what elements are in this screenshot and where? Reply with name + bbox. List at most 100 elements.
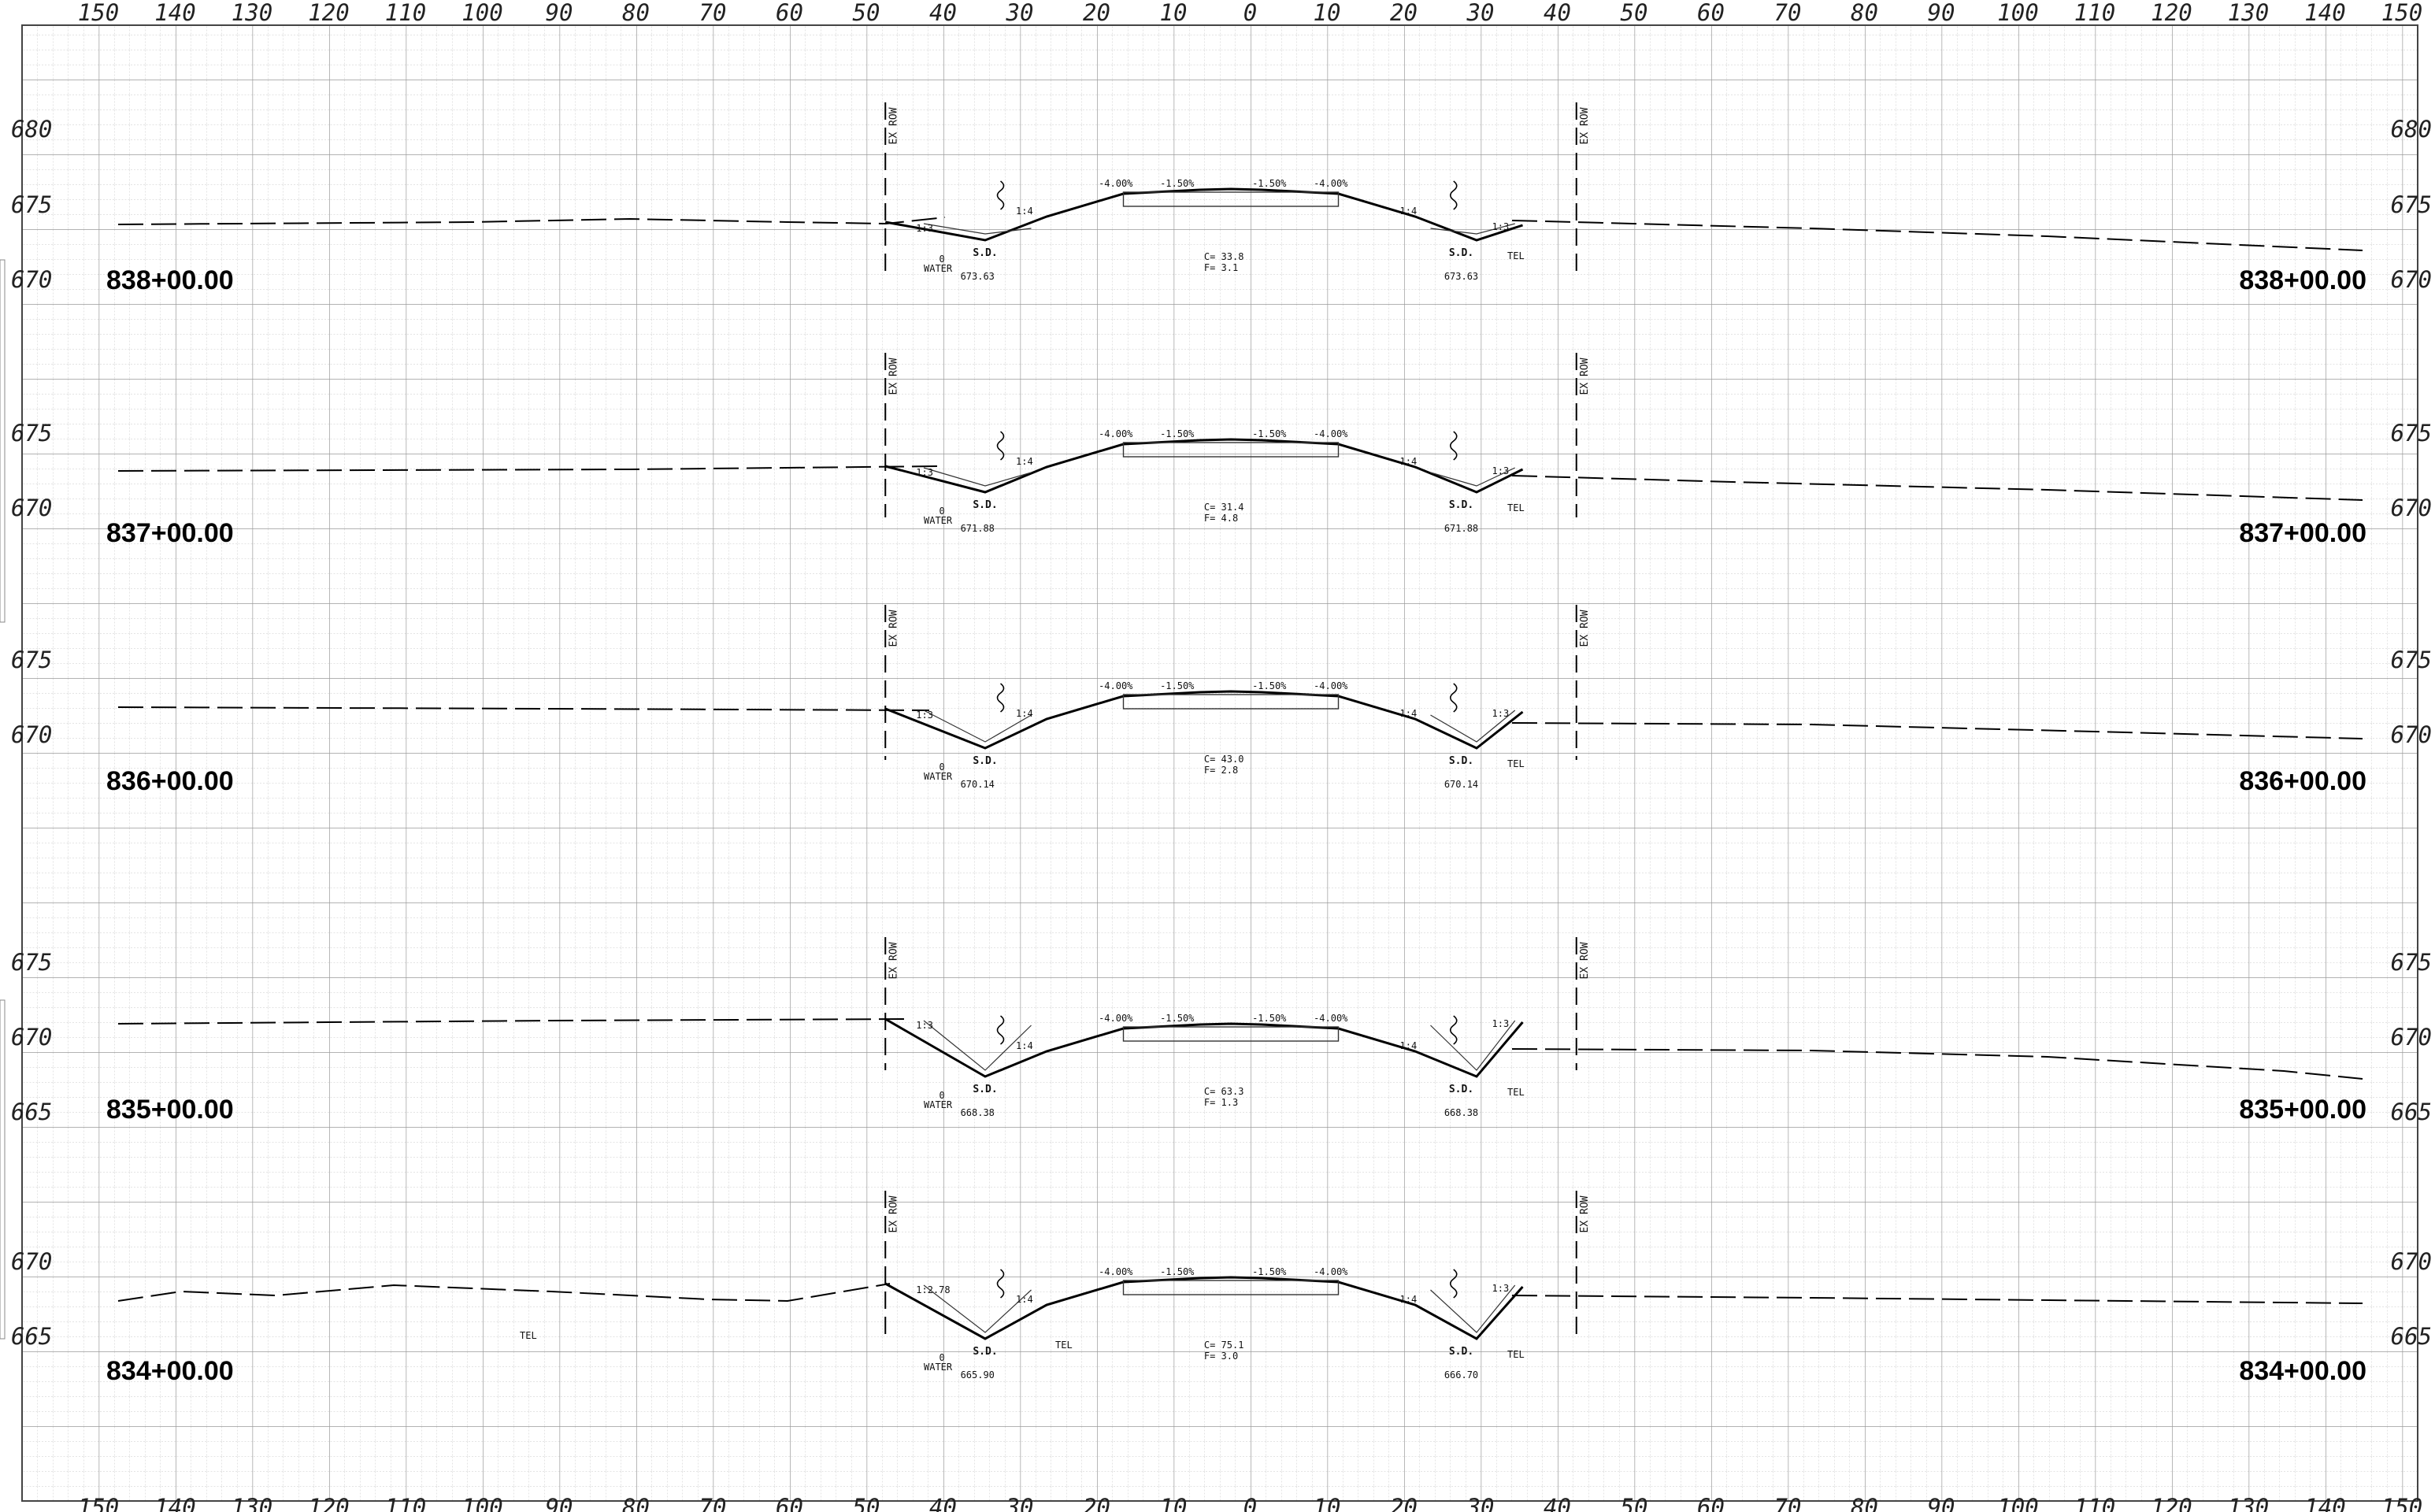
ditch-line-left [923,1284,1032,1333]
margin-mark [0,259,6,623]
elevation-label-left: 680 [11,116,52,143]
cut-value: C= 33.8 [1204,251,1244,262]
grade-label: -1.50% [1252,428,1287,439]
offset-label-top: 150 [78,0,119,26]
offset-label-top: 30 [1466,0,1495,26]
offset-label-bottom: 70 [1774,1494,1802,1512]
grade-label: -4.00% [1099,178,1133,189]
cross-section: 675 670 665 675 670 665 835+00.00 835+00.00 EX R… [11,937,2432,1125]
offset-label-bottom: 140 [2304,1494,2345,1512]
margin-mark [0,999,6,1340]
row-label: EX ROW [888,610,899,647]
grade-label: -4.00% [1314,178,1348,189]
offset-label-top: 10 [1160,0,1188,26]
ditch-line-right [1430,1020,1516,1071]
offset-label-top: 50 [853,0,880,26]
slope-label-left: 1:2.78 [916,1284,950,1295]
slope-label-right: 1:3 [1492,708,1510,719]
slope-label-inner-left: 1:4 [1016,1040,1033,1051]
grade-label: -4.00% [1314,1266,1348,1277]
ditch-label-right: S.D. [1449,499,1473,511]
grade-label: -1.50% [1160,428,1195,439]
offset-label-top: 40 [929,0,957,26]
offset-label-bottom: 60 [776,1494,803,1512]
tel-label: TEL [1507,1087,1525,1098]
flowline-left: 671.88 [961,523,995,534]
offset-label-top: 140 [154,0,195,26]
ditch-label-left: S.D. [973,1346,997,1358]
elevation-label-right: 665 [2391,1323,2432,1350]
offset-label-bottom: 110 [2074,1494,2115,1512]
existing-ground-left [117,217,946,225]
offset-label-bottom: 120 [2151,1494,2192,1512]
offset-label-top: 80 [622,0,650,26]
pavement-box [1122,694,1340,710]
grade-label: -1.50% [1252,680,1287,691]
proposed-section [884,1017,1524,1078]
flowline-right: 673.63 [1444,271,1478,282]
offset-label-top: 150 [2381,0,2422,26]
tel-label: TEL [1507,250,1525,261]
slope-label-right: 1:3 [1492,221,1510,232]
offset-label-top: 120 [2151,0,2192,26]
elevation-label-left: 665 [11,1099,52,1125]
pavement-box [1122,191,1340,207]
offset-label-top: 20 [1390,0,1418,26]
slope-label-inner-right: 1:4 [1400,456,1418,467]
flowline-right: 668.38 [1444,1107,1478,1118]
elevation-label-left: 675 [11,647,52,673]
elevation-label-right: 675 [2391,647,2432,673]
ditch-line-right [1430,1284,1516,1333]
utility-marker-left [996,1015,1005,1045]
elevation-label-left: 675 [11,420,52,447]
elevation-label-left: 670 [11,721,52,748]
grade-label: -1.50% [1160,680,1195,691]
existing-ground-left [117,706,930,711]
elevation-label-right: 670 [2391,1024,2432,1051]
water-label: WATER [924,263,953,274]
utility-marker-left [996,1269,1005,1299]
existing-ground-right [1511,722,2363,739]
offset-label-top: 100 [1997,0,2038,26]
slope-label-right: 1:3 [1492,1018,1510,1029]
water-label: WATER [924,1099,953,1110]
offset-label-bottom: 140 [154,1494,195,1512]
offset-label-bottom: 20 [1390,1494,1418,1512]
slope-label-inner-right: 1:4 [1400,206,1418,217]
row-label: EX ROW [888,358,899,395]
offset-label-top: 40 [1544,0,1571,26]
station-label-right: 835+00.00 [2239,1095,2366,1125]
row-label: EX ROW [1579,358,1591,395]
offset-label-bottom: 100 [1997,1494,2038,1512]
offset-label-top: 60 [1697,0,1725,26]
row-label: EX ROW [1579,107,1591,144]
offset-label-top: 30 [1006,0,1034,26]
elevation-label-right: 670 [2391,1248,2432,1275]
fill-value: F= 3.1 [1204,262,1238,273]
cut-value: C= 43.0 [1204,754,1244,765]
offset-label-bottom: 110 [385,1494,426,1512]
offset-label-bottom: 30 [1006,1494,1034,1512]
cut-value: C= 75.1 [1204,1340,1244,1351]
utility-marker-left [996,431,1005,461]
grade-label: -4.00% [1099,1266,1133,1277]
fill-value: F= 3.0 [1204,1351,1238,1362]
row-label: EX ROW [888,1195,899,1232]
offset-label-top: 100 [461,0,502,26]
water-zero: 0 [940,1090,945,1101]
grade-label: -4.00% [1314,428,1348,439]
offset-label-bottom: 40 [1544,1494,1571,1512]
tel-label: TEL [1507,502,1525,513]
grade-label: -1.50% [1252,178,1287,189]
offset-label-bottom: 50 [853,1494,880,1512]
water-zero: 0 [940,1352,945,1363]
elevation-label-right: 680 [2391,116,2432,143]
pavement-box [1122,1026,1340,1042]
offset-label-top: 80 [1851,0,1878,26]
cross-section: 675 670 675 670 836+00.00 836+00.00 EX ROW EX R… [11,605,2432,796]
ditch-label-left: S.D. [973,1084,997,1095]
existing-ground-right [1511,220,2363,251]
offset-label-bottom: 130 [232,1494,272,1512]
ditch-label-right: S.D. [1449,1084,1473,1095]
